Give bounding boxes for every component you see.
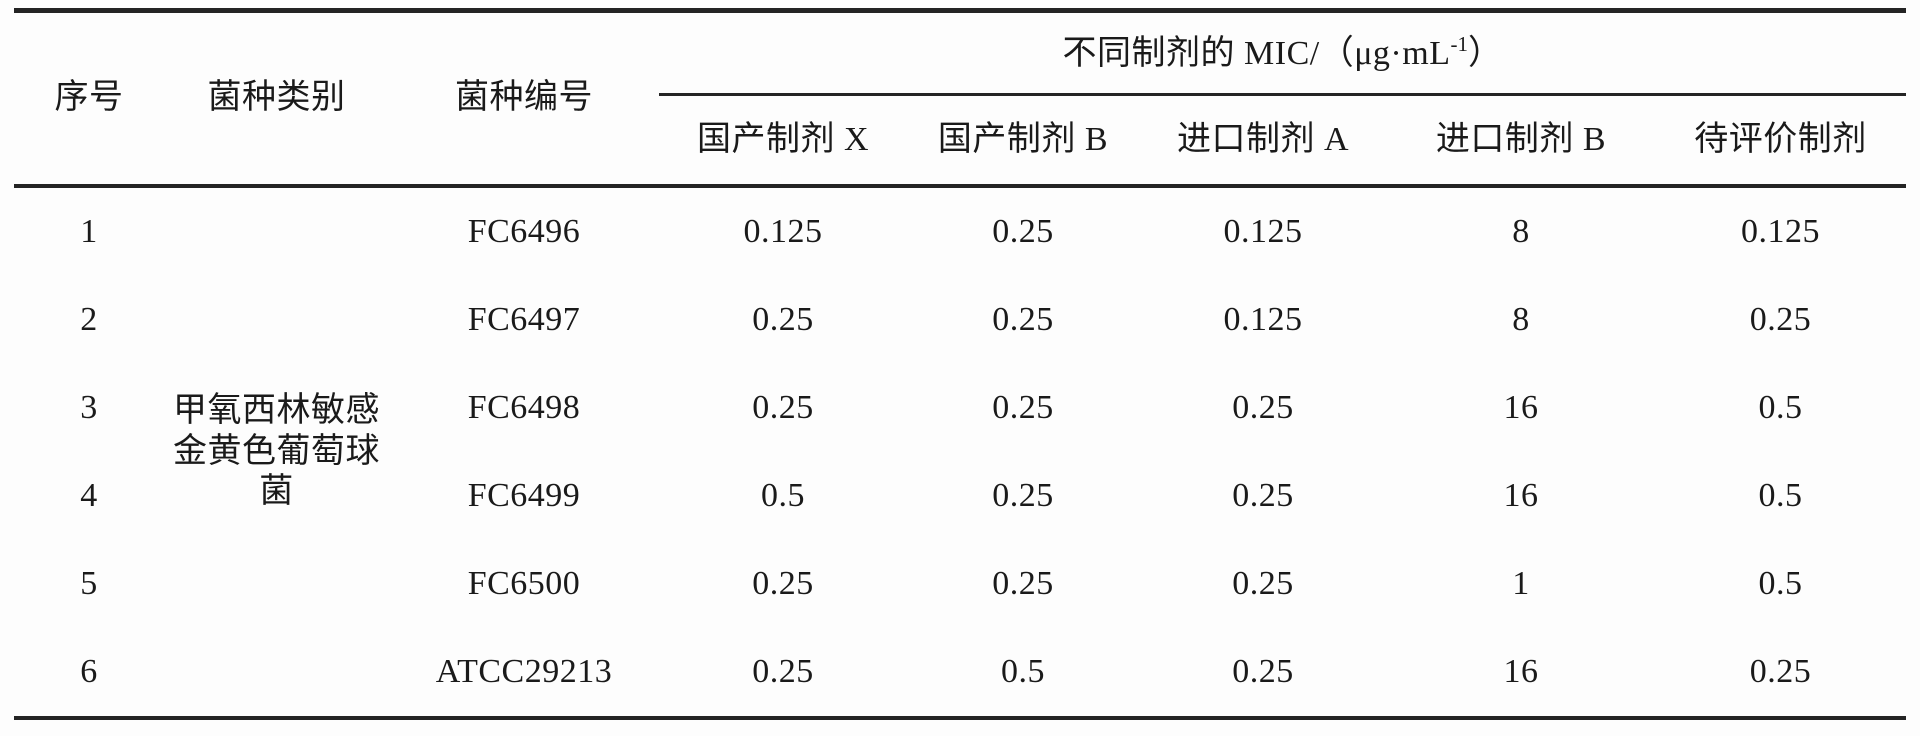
category-cell: 甲氧西林敏感 金黄色葡萄球 菌: [173, 391, 380, 511]
header-row-sub: 国产制剂 X 国产制剂 B 进口制剂 A 进口制剂 B 待评价制剂: [14, 94, 1907, 188]
mic-value-cell: 0.25: [1232, 564, 1294, 602]
row-number-cell: 6: [80, 652, 98, 690]
header-row-top: 序号 菌种类别 菌种编号 不同制剂的 MIC/（μg·mL-1）: [14, 10, 1907, 188]
mic-group-header-suffix: ）: [1467, 34, 1503, 72]
table-row: 4 FC6499 0.5 0.25 0.25 16 0.5: [14, 452, 1906, 540]
mic-value-cell: 0.25: [752, 388, 814, 426]
strain-id-cell: FC6500: [467, 564, 581, 602]
mic-value-cell: 0.125: [1223, 300, 1303, 338]
mic-value-cell: 16: [1503, 476, 1539, 514]
mic-group-header-text: 不同制剂的 MIC/（μg·mL: [1062, 34, 1451, 72]
table-row: 5 FC6500 0.25 0.25 0.25 1 0.5: [14, 540, 1906, 628]
mic-value-cell: 0.25: [992, 388, 1054, 426]
mic-subheader-to-evaluate: 待评价制剂: [1655, 94, 1907, 188]
col-header-no: 序号: [14, 10, 164, 188]
mic-value-cell: 8: [1512, 300, 1530, 338]
strain-id-cell: FC6496: [467, 212, 581, 250]
mic-value-cell: 0.125: [743, 212, 823, 250]
strain-id-cell: ATCC29213: [435, 652, 613, 690]
mic-value-cell: 0.5: [761, 476, 805, 514]
table-row: 2 FC6497 0.25 0.25 0.125 8 0.25: [14, 276, 1906, 364]
mic-value-cell: 8: [1512, 212, 1530, 250]
mic-group-header: 不同制剂的 MIC/（μg·mL-1）: [659, 10, 1907, 96]
strain-id-cell: FC6498: [467, 388, 581, 426]
mic-value-cell: 0.25: [992, 476, 1054, 514]
mic-value-cell: 0.25: [752, 300, 814, 338]
mic-table: 序号 菌种类别 菌种编号 不同制剂的 MIC/（μg·mL-1） 国产制剂 X …: [14, 8, 1907, 720]
mic-value-cell: 0.25: [992, 300, 1054, 338]
row-number-cell: 1: [80, 212, 98, 250]
mic-subheader-imported-a: 进口制剂 A: [1139, 94, 1387, 188]
col-header-strain-id: 菌种编号: [389, 10, 659, 188]
mic-value-cell: 0.25: [1232, 388, 1294, 426]
mic-value-cell: 0.25: [1749, 652, 1812, 690]
mic-value-cell: 0.5: [1758, 388, 1803, 426]
mic-group-header-superscript: -1: [1450, 31, 1468, 56]
mic-value-cell: 0.25: [752, 564, 814, 602]
mic-value-cell: 0.25: [992, 564, 1054, 602]
mic-value-cell: 16: [1503, 388, 1539, 426]
strain-id-cell: FC6499: [467, 476, 581, 514]
mic-value-cell: 0.125: [1223, 212, 1303, 250]
mic-value-cell: 0.5: [1758, 476, 1803, 514]
mic-value-cell: 16: [1503, 652, 1539, 690]
row-number-cell: 3: [80, 388, 98, 426]
col-header-category: 菌种类别: [164, 10, 389, 188]
mic-subheader-domestic-b: 国产制剂 B: [907, 94, 1139, 188]
table-row: 3 FC6498 0.25 0.25 0.25 16 0.5: [14, 364, 1906, 452]
mic-subheader-imported-b: 进口制剂 B: [1387, 94, 1655, 188]
mic-value-cell: 1: [1512, 564, 1530, 602]
mic-value-cell: 0.25: [1232, 652, 1294, 690]
mic-value-cell: 0.5: [1001, 652, 1045, 690]
table-row: 1 甲氧西林敏感 金黄色葡萄球 菌 FC6496 0.125 0.25 0.12…: [14, 186, 1906, 511]
table-row: 6 ATCC29213 0.25 0.5 0.25 16 0.25: [14, 628, 1906, 718]
row-number-cell: 2: [80, 300, 98, 338]
mic-value-cell: 0.25: [1749, 300, 1812, 338]
strain-id-cell: FC6497: [467, 300, 581, 338]
row-number-cell: 4: [80, 476, 98, 514]
mic-value-cell: 0.25: [1232, 476, 1294, 514]
mic-value-cell: 0.5: [1758, 564, 1803, 602]
mic-subheader-domestic-x: 国产制剂 X: [659, 94, 907, 188]
row-number-cell: 5: [80, 564, 98, 602]
mic-value-cell: 0.125: [1741, 212, 1821, 250]
mic-value-cell: 0.25: [752, 652, 814, 690]
mic-value-cell: 0.25: [992, 212, 1054, 250]
